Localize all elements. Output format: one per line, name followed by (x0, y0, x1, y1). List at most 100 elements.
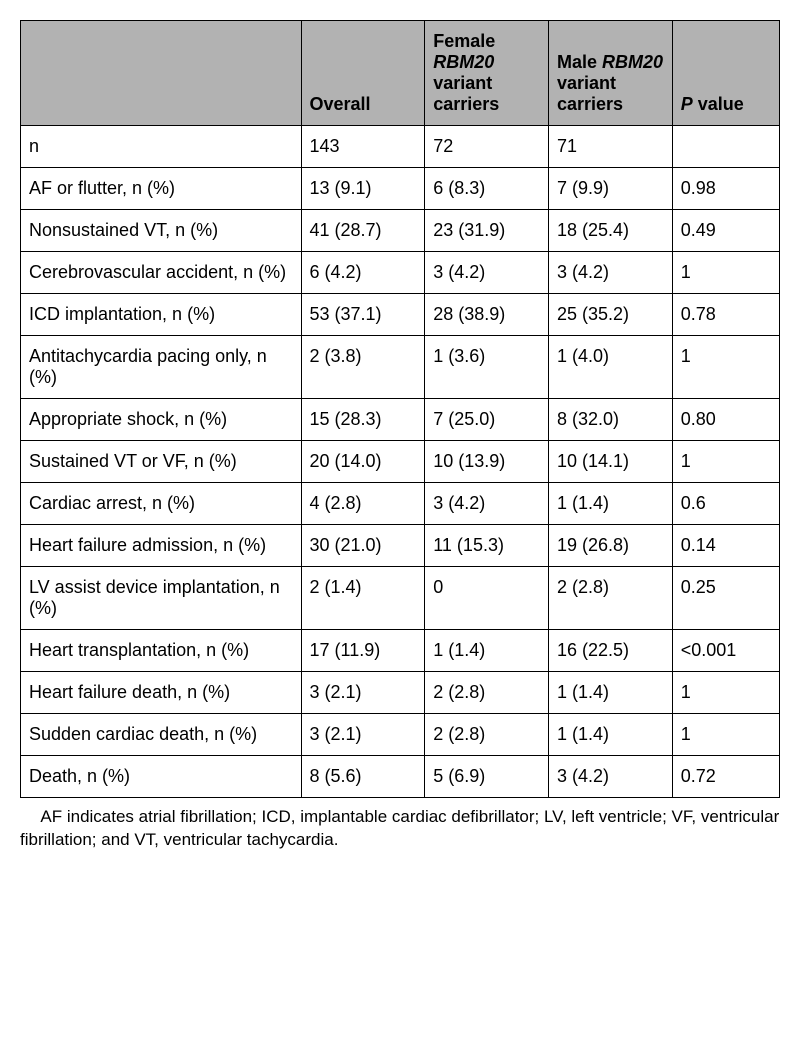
cell-male: 25 (35.2) (549, 294, 673, 336)
cell-female: 5 (6.9) (425, 756, 549, 798)
cell-female: 2 (2.8) (425, 714, 549, 756)
cell-label: n (21, 126, 302, 168)
cell-overall: 30 (21.0) (301, 525, 425, 567)
cell-overall: 17 (11.9) (301, 630, 425, 672)
cell-male: 7 (9.9) (549, 168, 673, 210)
cell-label: Nonsustained VT, n (%) (21, 210, 302, 252)
cell-female: 3 (4.2) (425, 252, 549, 294)
cell-overall: 4 (2.8) (301, 483, 425, 525)
cell-female: 6 (8.3) (425, 168, 549, 210)
header-pvalue: P value (672, 21, 779, 126)
cell-p: 0.98 (672, 168, 779, 210)
table-row: Appropriate shock, n (%)15 (28.3)7 (25.0… (21, 399, 780, 441)
cell-p: 1 (672, 336, 779, 399)
cell-female: 3 (4.2) (425, 483, 549, 525)
table-row: Heart failure admission, n (%)30 (21.0)1… (21, 525, 780, 567)
header-female: Female RBM20 variant carriers (425, 21, 549, 126)
header-male-pre: Male (557, 52, 602, 72)
cell-overall: 8 (5.6) (301, 756, 425, 798)
table-row: Cardiac arrest, n (%)4 (2.8)3 (4.2)1 (1.… (21, 483, 780, 525)
table-row: ICD implantation, n (%)53 (37.1)28 (38.9… (21, 294, 780, 336)
cell-label: Cardiac arrest, n (%) (21, 483, 302, 525)
cell-overall: 143 (301, 126, 425, 168)
cell-label: Heart transplantation, n (%) (21, 630, 302, 672)
cell-p: 0.14 (672, 525, 779, 567)
cell-male: 10 (14.1) (549, 441, 673, 483)
table-row: Antitachycardia pacing only, n (%)2 (3.8… (21, 336, 780, 399)
header-p-italic: P (681, 94, 693, 114)
cell-label: LV assist device implantation, n (%) (21, 567, 302, 630)
header-overall: Overall (301, 21, 425, 126)
cell-label: ICD implantation, n (%) (21, 294, 302, 336)
cell-male: 18 (25.4) (549, 210, 673, 252)
header-female-pre: Female (433, 31, 495, 51)
cell-label: Death, n (%) (21, 756, 302, 798)
cell-p: 0.72 (672, 756, 779, 798)
header-male: Male RBM20 variant carriers (549, 21, 673, 126)
cell-overall: 3 (2.1) (301, 714, 425, 756)
cell-female: 0 (425, 567, 549, 630)
cell-female: 2 (2.8) (425, 672, 549, 714)
cell-male: 3 (4.2) (549, 756, 673, 798)
cell-label: Heart failure admission, n (%) (21, 525, 302, 567)
cell-female: 23 (31.9) (425, 210, 549, 252)
table-row: n1437271 (21, 126, 780, 168)
table-row: Heart failure death, n (%)3 (2.1)2 (2.8)… (21, 672, 780, 714)
clinical-outcomes-table: Overall Female RBM20 variant carriers Ma… (20, 20, 780, 798)
cell-female: 10 (13.9) (425, 441, 549, 483)
table-body: n1437271AF or flutter, n (%)13 (9.1)6 (8… (21, 126, 780, 798)
cell-p: 0.25 (672, 567, 779, 630)
table-row: Nonsustained VT, n (%)41 (28.7)23 (31.9)… (21, 210, 780, 252)
header-blank (21, 21, 302, 126)
cell-p: 0.6 (672, 483, 779, 525)
cell-male: 1 (4.0) (549, 336, 673, 399)
cell-male: 8 (32.0) (549, 399, 673, 441)
cell-overall: 3 (2.1) (301, 672, 425, 714)
cell-overall: 53 (37.1) (301, 294, 425, 336)
header-row: Overall Female RBM20 variant carriers Ma… (21, 21, 780, 126)
cell-overall: 2 (1.4) (301, 567, 425, 630)
header-male-post: variant carriers (557, 73, 623, 114)
table-row: Heart transplantation, n (%)17 (11.9)1 (… (21, 630, 780, 672)
cell-label: Appropriate shock, n (%) (21, 399, 302, 441)
cell-male: 16 (22.5) (549, 630, 673, 672)
cell-overall: 15 (28.3) (301, 399, 425, 441)
cell-label: Heart failure death, n (%) (21, 672, 302, 714)
cell-label: Antitachycardia pacing only, n (%) (21, 336, 302, 399)
cell-label: Sudden cardiac death, n (%) (21, 714, 302, 756)
cell-male: 1 (1.4) (549, 483, 673, 525)
table-row: LV assist device implantation, n (%)2 (1… (21, 567, 780, 630)
cell-female: 1 (3.6) (425, 336, 549, 399)
cell-p: 0.49 (672, 210, 779, 252)
table-row: AF or flutter, n (%)13 (9.1)6 (8.3)7 (9.… (21, 168, 780, 210)
cell-male: 71 (549, 126, 673, 168)
cell-p: 1 (672, 714, 779, 756)
cell-male: 3 (4.2) (549, 252, 673, 294)
cell-female: 28 (38.9) (425, 294, 549, 336)
table-row: Sustained VT or VF, n (%)20 (14.0)10 (13… (21, 441, 780, 483)
cell-overall: 2 (3.8) (301, 336, 425, 399)
header-p-post: value (693, 94, 744, 114)
footnote: AF indicates atrial fibrillation; ICD, i… (20, 806, 780, 852)
header-female-italic: RBM20 (433, 52, 494, 72)
cell-p: <0.001 (672, 630, 779, 672)
table-row: Sudden cardiac death, n (%)3 (2.1)2 (2.8… (21, 714, 780, 756)
cell-overall: 13 (9.1) (301, 168, 425, 210)
table-row: Cerebrovascular accident, n (%)6 (4.2)3 … (21, 252, 780, 294)
cell-label: AF or flutter, n (%) (21, 168, 302, 210)
cell-female: 72 (425, 126, 549, 168)
cell-female: 7 (25.0) (425, 399, 549, 441)
header-male-italic: RBM20 (602, 52, 663, 72)
cell-female: 1 (1.4) (425, 630, 549, 672)
cell-p: 1 (672, 252, 779, 294)
cell-male: 1 (1.4) (549, 714, 673, 756)
cell-overall: 20 (14.0) (301, 441, 425, 483)
cell-label: Cerebrovascular accident, n (%) (21, 252, 302, 294)
cell-male: 1 (1.4) (549, 672, 673, 714)
cell-p: 0.80 (672, 399, 779, 441)
cell-p: 1 (672, 441, 779, 483)
cell-overall: 41 (28.7) (301, 210, 425, 252)
header-female-post: variant carriers (433, 73, 499, 114)
cell-overall: 6 (4.2) (301, 252, 425, 294)
cell-p: 1 (672, 672, 779, 714)
